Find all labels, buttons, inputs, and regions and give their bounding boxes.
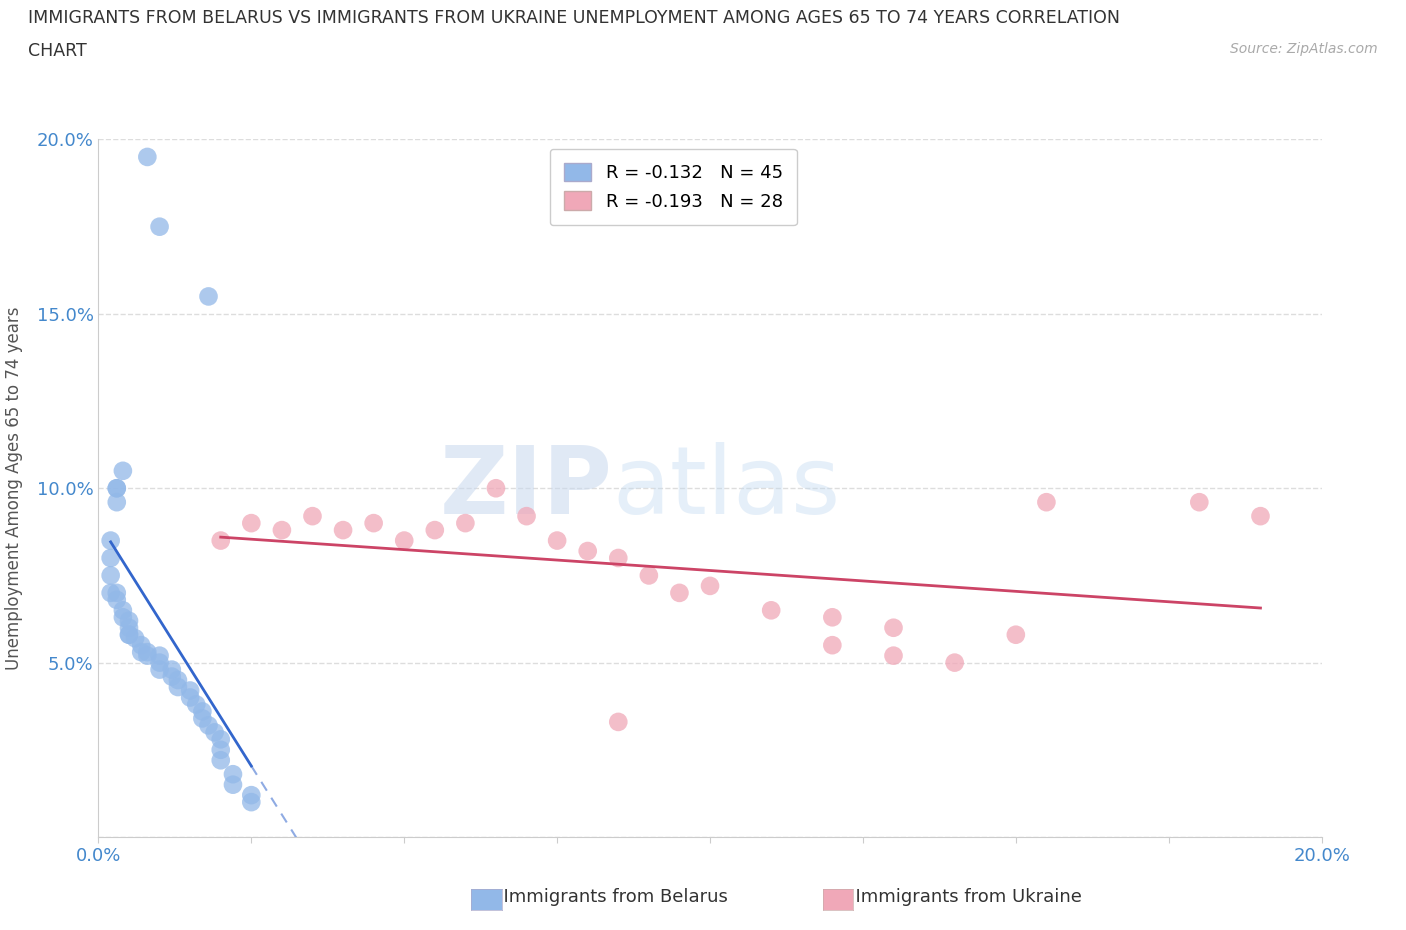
Point [100, 533, 122, 548]
Y-axis label: Unemployment Among Ages 65 to 74 years: Unemployment Among Ages 65 to 74 years [4, 307, 22, 670]
Point [1249, 509, 1271, 524]
Point [222, 777, 245, 792]
Point [179, 683, 201, 698]
Point [105, 495, 128, 510]
Point [240, 788, 263, 803]
Point [209, 732, 232, 747]
Point [454, 515, 477, 530]
Text: atlas: atlas [612, 443, 841, 534]
Point [204, 725, 226, 740]
Point [883, 620, 905, 635]
Point [423, 523, 446, 538]
Point [149, 655, 172, 670]
Point [209, 533, 232, 548]
Point [1035, 495, 1057, 510]
Point [222, 766, 245, 781]
Text: ZIP: ZIP [439, 443, 612, 534]
Point [111, 610, 134, 625]
Point [118, 628, 141, 643]
Point [607, 551, 630, 565]
Text: IMMIGRANTS FROM BELARUS VS IMMIGRANTS FROM UKRAINE UNEMPLOYMENT AMONG AGES 65 TO: IMMIGRANTS FROM BELARUS VS IMMIGRANTS FR… [28, 9, 1121, 27]
Text: CHART: CHART [28, 42, 87, 60]
Point [105, 481, 128, 496]
Point [821, 610, 844, 625]
Point [759, 603, 782, 618]
Point [197, 289, 219, 304]
Point [149, 662, 172, 677]
Point [100, 586, 122, 601]
Point [943, 655, 966, 670]
Point [546, 533, 568, 548]
Text: Immigrants from Ukraine: Immigrants from Ukraine [844, 888, 1081, 907]
Point [197, 718, 219, 733]
Point [160, 662, 183, 677]
Point [149, 219, 172, 234]
Point [118, 628, 141, 643]
Point [191, 711, 214, 725]
Point [136, 648, 159, 663]
Point [167, 680, 190, 695]
Point [363, 515, 385, 530]
Point [100, 551, 122, 565]
Point [136, 644, 159, 659]
Legend: R = -0.132   N = 45, R = -0.193   N = 28: R = -0.132 N = 45, R = -0.193 N = 28 [550, 149, 797, 225]
Point [149, 648, 172, 663]
Point [637, 568, 661, 583]
Point [129, 638, 152, 653]
Point [111, 603, 134, 618]
Point [160, 670, 183, 684]
Point [699, 578, 721, 593]
Point [240, 515, 263, 530]
Point [1188, 495, 1211, 510]
Point [111, 463, 134, 478]
Point [240, 794, 263, 809]
Point [668, 586, 690, 601]
Point [191, 704, 214, 719]
Point [516, 509, 538, 524]
Point [179, 690, 201, 705]
Point [576, 543, 599, 558]
Text: Source: ZipAtlas.com: Source: ZipAtlas.com [1230, 42, 1378, 56]
Point [167, 672, 190, 687]
Point [209, 753, 232, 768]
Point [118, 620, 141, 635]
Point [883, 648, 905, 663]
Point [607, 714, 630, 729]
Point [100, 568, 122, 583]
Point [1004, 628, 1026, 643]
Point [105, 586, 128, 601]
Point [821, 638, 844, 653]
Point [186, 698, 208, 712]
Point [105, 481, 128, 496]
Text: Immigrants from Belarus: Immigrants from Belarus [492, 888, 728, 907]
Point [209, 742, 232, 757]
Point [136, 150, 159, 165]
Point [105, 592, 128, 607]
Point [485, 481, 508, 496]
Point [332, 523, 354, 538]
Point [392, 533, 416, 548]
Point [124, 631, 146, 645]
Point [301, 509, 323, 524]
Point [129, 644, 152, 659]
Point [118, 614, 141, 629]
Point [270, 523, 292, 538]
